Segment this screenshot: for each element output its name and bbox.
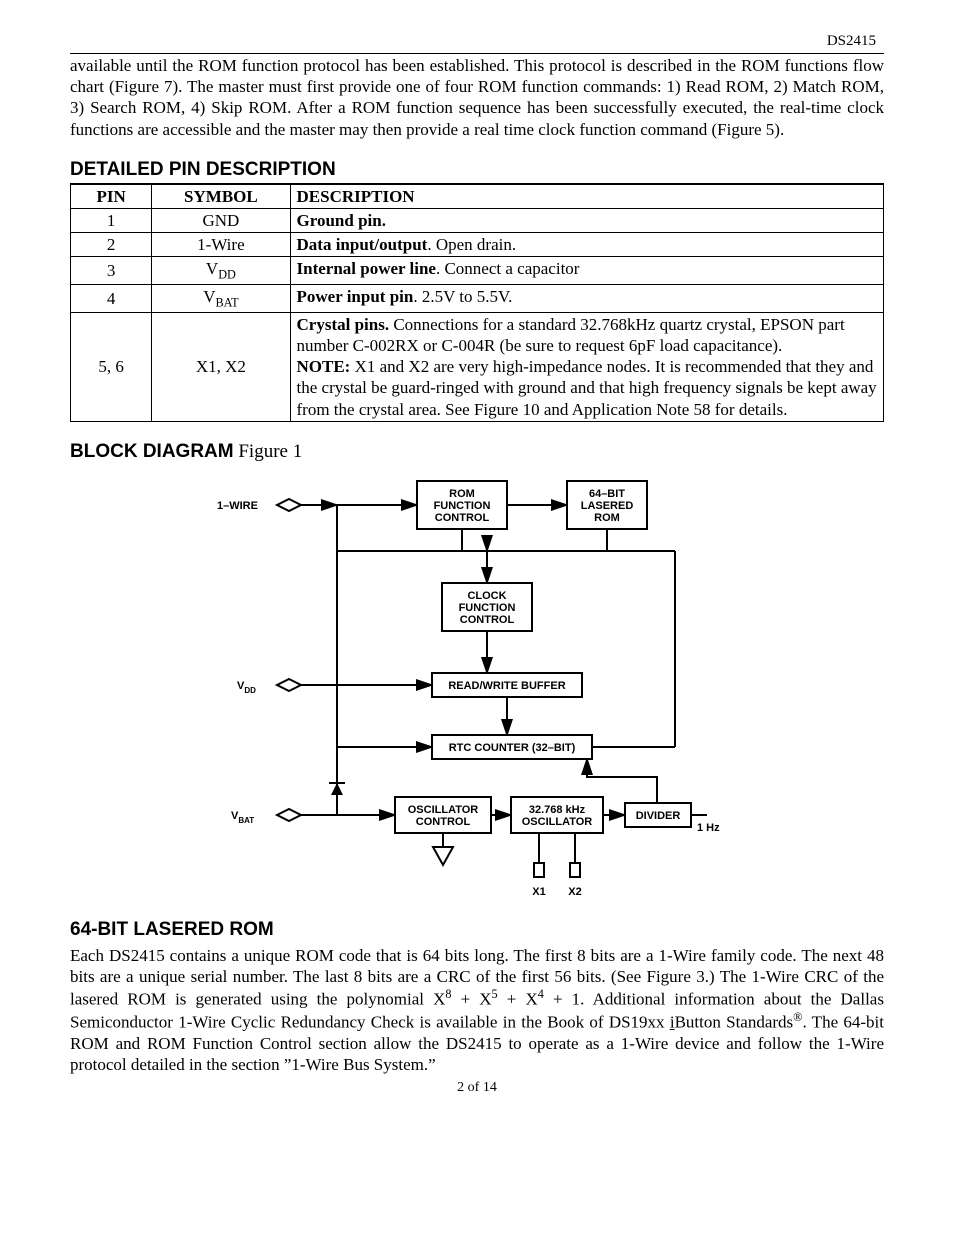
rom-title: 64-BIT LASERED ROM	[70, 919, 274, 940]
block-diagram-svg: 1–WIRE VDD VBAT 1 Hz	[187, 471, 767, 911]
intro-paragraph: available until the ROM function protoco…	[70, 55, 884, 140]
block-fig: Figure 1	[234, 441, 303, 462]
rom-paragraph: Each DS2415 contains a unique ROM code t…	[70, 945, 884, 1076]
diagram-label: ROM	[594, 512, 620, 524]
table-row: 1GNDGround pin.	[71, 208, 884, 232]
pin-table: PIN SYMBOL DESCRIPTION 1GNDGround pin.21…	[70, 184, 884, 422]
pin-1wire: 1–WIRE	[217, 499, 301, 512]
table-row: 4VBATPower input pin. 2.5V to 5.5V.	[71, 284, 884, 312]
th-pin: PIN	[71, 184, 152, 208]
pin-vdd: VDD	[237, 679, 301, 695]
th-symbol: SYMBOL	[152, 184, 290, 208]
cell-desc: Data input/output. Open drain.	[290, 233, 884, 257]
hz-label: 1 Hz	[697, 822, 720, 834]
cell-desc: Internal power line. Connect a capacitor	[290, 257, 884, 285]
x1-label: X1	[532, 886, 545, 898]
diagram-label: FUNCTION	[459, 602, 516, 614]
page-header: DS2415	[70, 32, 884, 51]
cell-pin: 4	[71, 284, 152, 312]
cell-symbol: VDD	[152, 257, 290, 285]
pin-vbat-label: VBAT	[231, 810, 254, 825]
cell-pin: 1	[71, 208, 152, 232]
cell-desc: Power input pin. 2.5V to 5.5V.	[290, 284, 884, 312]
cell-pin: 2	[71, 233, 152, 257]
section-block-diagram: BLOCK DIAGRAM Figure 1	[70, 440, 884, 465]
cell-pin: 5, 6	[71, 312, 152, 421]
diagram-label: RTC COUNTER (32–BIT)	[449, 742, 576, 754]
cell-desc: Ground pin.	[290, 208, 884, 232]
crystal-x1: X1	[532, 833, 545, 898]
header-rule	[70, 53, 884, 54]
cell-symbol: GND	[152, 208, 290, 232]
page-number: 2 of 14	[70, 1079, 884, 1097]
diagram-label: CONTROL	[435, 512, 490, 524]
pin-vdd-label: VDD	[237, 680, 256, 695]
diagram-label: OSCILLATOR	[408, 804, 479, 816]
diagram-label: 32.768 kHz	[529, 804, 586, 816]
diagram-label: CLOCK	[467, 590, 506, 602]
ground-icon	[433, 833, 453, 865]
diagram-label: CONTROL	[416, 816, 471, 828]
table-header-row: PIN SYMBOL DESCRIPTION	[71, 184, 884, 208]
diagram-label: OSCILLATOR	[522, 816, 593, 828]
diagram-label: ROM	[449, 488, 475, 500]
cell-pin: 3	[71, 257, 152, 285]
diode-icon	[329, 783, 345, 795]
pin-desc-title: DETAILED PIN DESCRIPTION	[70, 159, 336, 180]
table-row: 5, 6X1, X2Crystal pins. Connections for …	[71, 312, 884, 421]
section-rom: 64-BIT LASERED ROM	[70, 918, 884, 943]
diagram-label: CONTROL	[460, 614, 515, 626]
crystal-x2: X2	[568, 833, 581, 898]
cell-symbol: X1, X2	[152, 312, 290, 421]
part-number: DS2415	[827, 32, 876, 51]
rom-text-3: Button Standards	[675, 1013, 794, 1032]
block-diagram: 1–WIRE VDD VBAT 1 Hz	[70, 471, 884, 916]
diagram-label: DIVIDER	[636, 810, 681, 822]
th-desc: DESCRIPTION	[290, 184, 884, 208]
diagram-label: LASERED	[581, 500, 634, 512]
cell-symbol: 1-Wire	[152, 233, 290, 257]
table-row: 3VDDInternal power line. Connect a capac…	[71, 257, 884, 285]
cell-desc: Crystal pins. Connections for a standard…	[290, 312, 884, 421]
block-title: BLOCK DIAGRAM	[70, 441, 234, 462]
pin-vbat: VBAT	[231, 809, 301, 825]
diagram-label: FUNCTION	[434, 500, 491, 512]
pin-1wire-label: 1–WIRE	[217, 500, 258, 512]
diagram-label: 64–BIT	[589, 488, 625, 500]
diagram-label: READ/WRITE BUFFER	[448, 680, 565, 692]
cell-symbol: VBAT	[152, 284, 290, 312]
x2-label: X2	[568, 886, 581, 898]
table-row: 21-WireData input/output. Open drain.	[71, 233, 884, 257]
section-pin-desc: DETAILED PIN DESCRIPTION	[70, 158, 884, 184]
